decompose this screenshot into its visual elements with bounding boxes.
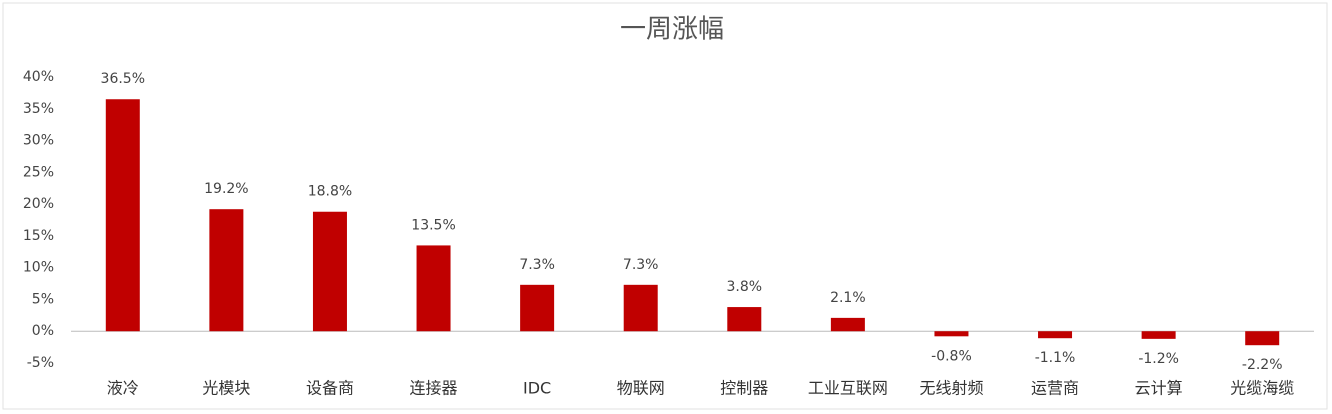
bar [830,317,865,332]
y-tick-label: 15% [23,228,54,244]
x-tick-label: 云计算 [1135,379,1183,398]
x-tick-label: 光模块 [202,379,250,398]
data-label: -2.2% [1242,357,1283,373]
bar [1038,331,1073,339]
bar [416,245,451,332]
bar [727,307,762,332]
data-label: -1.2% [1138,351,1179,367]
x-tick-label: IDC [523,379,551,398]
bar [1141,331,1176,339]
data-label: 18.8% [308,184,352,200]
y-tick-label: 25% [23,164,54,180]
data-label: 13.5% [411,217,455,233]
y-tick-label: 5% [32,291,54,307]
x-tick-label: 光缆海缆 [1230,379,1294,398]
data-label: 19.2% [204,181,248,197]
y-tick-label: -5% [27,355,54,371]
x-tick-label: 无线射频 [919,379,983,398]
bar [312,211,347,332]
y-tick-label: 10% [23,260,54,276]
x-tick-label: 控制器 [720,379,768,398]
bar [934,331,969,337]
data-label: -1.1% [1035,350,1076,366]
y-tick-label: 35% [23,101,54,117]
x-tick-label: 液冷 [107,379,139,398]
data-label: 2.1% [830,290,866,306]
bar [209,209,244,332]
data-label: 7.3% [519,257,555,273]
x-tick-label: 连接器 [410,379,458,398]
y-tick-label: 0% [32,323,54,339]
y-tick-label: 20% [23,196,54,212]
bar [623,284,658,332]
data-label: 36.5% [101,71,145,87]
x-tick-label: 工业互联网 [808,379,888,398]
x-tick-label: 物联网 [617,379,665,398]
bar [105,99,140,332]
x-tick-label: 运营商 [1031,379,1079,398]
data-label: -0.8% [931,348,972,364]
x-tick-label: 设备商 [306,379,354,398]
y-tick-label: 40% [23,69,54,85]
data-label: 3.8% [727,279,763,295]
y-tick-label: 30% [23,133,54,149]
bar [520,284,555,332]
chart-title: 一周涨幅 [620,15,724,45]
data-label: 7.3% [623,257,659,273]
bar [1245,331,1280,346]
